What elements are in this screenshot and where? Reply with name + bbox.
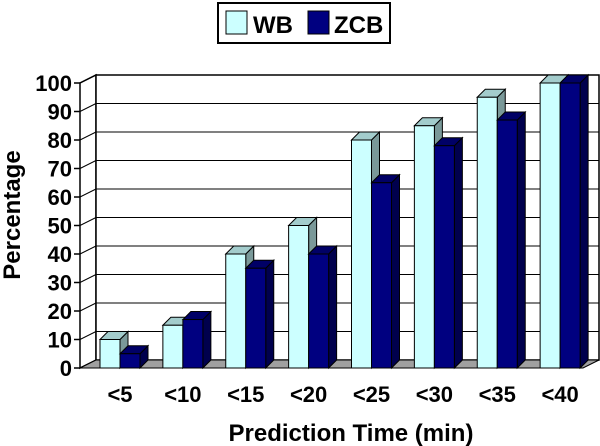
legend-label-zcb: ZCB <box>334 12 383 39</box>
y-tick-label: 20 <box>48 299 72 324</box>
legend-swatch-wb <box>225 10 248 35</box>
y-tick-label: 30 <box>48 271 72 296</box>
bar-zcb-7 <box>558 73 590 370</box>
legend-label-wb: WB <box>253 12 293 39</box>
gridline-side <box>79 217 97 226</box>
x-tick-labels: <5 <10 <15 <20 <25 <30 <35 <40 <box>107 382 578 407</box>
bar-zcb-5 <box>433 136 464 370</box>
y-tick-labels: 0 10 20 30 40 50 60 70 80 90 100 <box>35 71 80 381</box>
legend-swatch-zcb <box>307 10 330 35</box>
x-tick-label: <30 <box>416 382 453 407</box>
bar-zcb-1 <box>181 310 213 370</box>
x-tick-label: <5 <box>107 382 132 407</box>
y-tick-label: 70 <box>48 157 72 182</box>
y-tick-label: 40 <box>48 242 72 267</box>
bars <box>98 73 590 370</box>
x-tick-label: <15 <box>227 382 264 407</box>
gridline-side <box>79 103 97 112</box>
bar-zcb-6 <box>496 110 527 370</box>
bar-zcb-4 <box>370 173 401 370</box>
bar-wb-0 <box>98 330 130 370</box>
x-axis-label: Prediction Time (min) <box>229 420 474 446</box>
y-tick-label: 60 <box>48 185 72 210</box>
bar-zcb-2 <box>244 259 275 370</box>
x-tick-label: <20 <box>290 382 327 407</box>
y-tick-label: 50 <box>48 214 72 239</box>
gridline-side <box>79 74 97 84</box>
gridline-side <box>79 188 97 198</box>
legend: WB ZCB <box>217 2 391 44</box>
gridline-side <box>79 274 97 283</box>
gridline-side <box>79 131 97 141</box>
x-tick-label: <35 <box>479 382 516 407</box>
y-tick-label: 100 <box>35 71 72 96</box>
y-tick-label: 10 <box>48 328 72 353</box>
x-tick-label: <40 <box>541 382 578 407</box>
bar-zcb-3 <box>307 244 338 370</box>
gridline-side <box>79 331 97 340</box>
x-tick-label: <25 <box>353 382 390 407</box>
y-tick-label: 80 <box>48 128 72 153</box>
gridline-side <box>79 245 97 255</box>
y-axis-label: Percentage <box>0 150 26 279</box>
gridline-side <box>79 302 97 312</box>
y-tick-label: 0 <box>60 356 72 381</box>
x-tick-label: <10 <box>164 382 201 407</box>
bar-zcb-0 <box>118 344 150 370</box>
gridline-side <box>79 160 97 169</box>
y-tick-label: 90 <box>48 100 72 125</box>
